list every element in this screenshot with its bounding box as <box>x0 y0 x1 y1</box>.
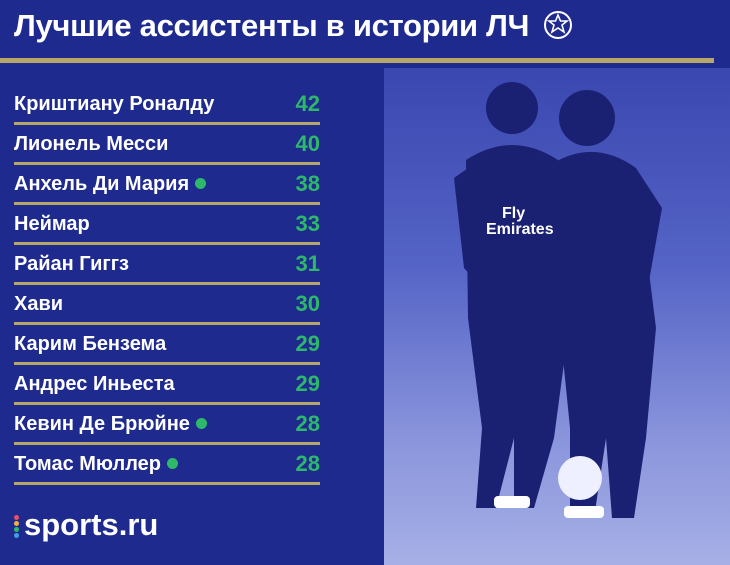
row-divider <box>14 362 320 365</box>
active-player-dot-icon <box>166 458 178 469</box>
player-name: Кевин Де Брюйне <box>14 413 207 436</box>
assists-value: 28 <box>295 411 320 436</box>
logo-text: sports.ru <box>24 507 159 542</box>
football-players-photo-icon: Fly Emirates <box>454 82 662 518</box>
assists-value: 40 <box>295 131 320 156</box>
title-text: Лучшие ассистенты в истории ЛЧ <box>14 8 530 43</box>
row-divider <box>14 202 320 205</box>
row-divider <box>14 442 320 445</box>
row-divider <box>14 322 320 325</box>
player-name: Криштиану Роналду <box>14 93 215 115</box>
assists-value: 28 <box>295 451 320 476</box>
title-divider <box>0 58 714 63</box>
table-row: Лионель Месси 40 <box>14 126 320 166</box>
row-divider <box>14 162 320 165</box>
assists-table: Криштиану Роналду 42 Лионель Месси 40 Ан… <box>14 86 320 486</box>
assists-value: 29 <box>295 371 320 396</box>
table-row: Андрес Иньеста 29 <box>14 366 320 406</box>
player-name: Томас Мюллер <box>14 453 178 476</box>
page-title: Лучшие ассистенты в истории ЛЧ <box>14 8 573 44</box>
row-divider <box>14 122 320 125</box>
player-name: Анхель Ди Мария <box>14 173 207 196</box>
row-divider <box>14 402 320 405</box>
row-divider <box>14 482 320 485</box>
champions-league-starball-icon <box>544 11 573 39</box>
players-photo: Fly Emirates <box>384 68 730 565</box>
player-name: Андрес Иньеста <box>14 373 175 395</box>
table-row: Карим Бензема 29 <box>14 326 320 366</box>
active-player-dot-icon <box>195 418 207 429</box>
table-row: Анхель Ди Мария 38 <box>14 166 320 206</box>
assists-value: 38 <box>295 171 320 196</box>
player-name: Карим Бензема <box>14 333 167 355</box>
sports-ru-logo: sports.ru <box>14 507 158 543</box>
shirt-sponsor: Fly <box>502 205 525 222</box>
table-row: Кевин Де Брюйне 28 <box>14 406 320 446</box>
active-player-dot-icon <box>195 178 207 189</box>
table-row: Криштиану Роналду 42 <box>14 86 320 126</box>
table-row: Неймар 33 <box>14 206 320 246</box>
logo-dots-icon <box>14 515 20 539</box>
row-divider <box>14 242 320 245</box>
player-name: Лионель Месси <box>14 133 169 155</box>
player-name: Неймар <box>14 213 90 235</box>
assists-value: 42 <box>295 91 320 116</box>
assists-value: 29 <box>295 331 320 356</box>
assists-value: 31 <box>295 251 320 276</box>
assists-value: 30 <box>295 291 320 316</box>
player-name: Хави <box>14 293 64 315</box>
assists-value: 33 <box>295 211 320 236</box>
table-row: Хави 30 <box>14 286 320 326</box>
player-name: Райан Гиггз <box>14 253 129 275</box>
svg-text:Emirates: Emirates <box>486 221 554 238</box>
table-row: Томас Мюллер 28 <box>14 446 320 486</box>
row-divider <box>14 282 320 285</box>
table-row: Райан Гиггз 31 <box>14 246 320 286</box>
